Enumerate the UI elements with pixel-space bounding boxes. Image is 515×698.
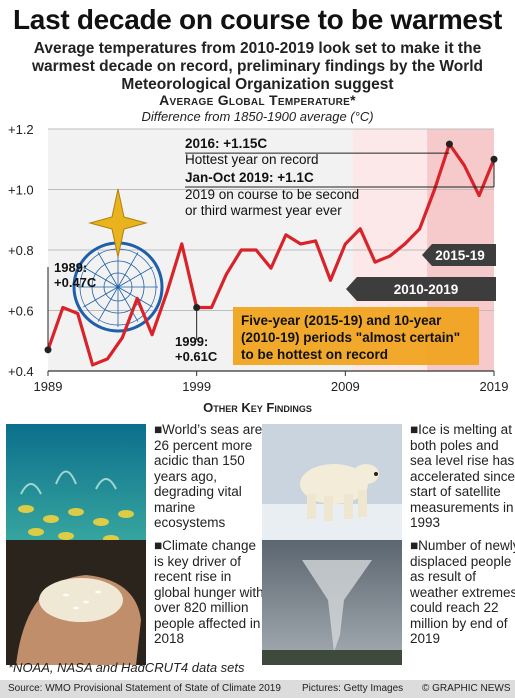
label-2010-2019-box	[346, 277, 496, 301]
page-subtitle: Average temperatures from 2010-2019 look…	[31, 40, 484, 93]
data-point	[61, 306, 65, 309]
polar-bear-image	[262, 424, 402, 549]
data-point	[225, 272, 228, 276]
finding-ice: Ice is melting at both poles and sea lev…	[262, 422, 515, 549]
picture-credit: Pictures: Getty Images	[302, 683, 404, 694]
data-point	[358, 227, 362, 231]
brand-credit: © GRAPHIC NEWS	[422, 683, 511, 694]
x-tick-label: 1989	[34, 379, 63, 394]
data-point	[106, 357, 109, 361]
annotation-1999: 1999: +0.61C	[175, 334, 218, 364]
marker-2019	[490, 155, 498, 163]
callout-box	[233, 307, 479, 365]
annotation-2019-text: 2019 on course to be second or third warm…	[185, 187, 359, 218]
data-point	[120, 336, 124, 340]
data-point	[284, 233, 288, 237]
annotation-2016-text: Hottest year on record	[185, 152, 319, 167]
footnote: *NOAA, NASA and HadCRUT4 data sets	[8, 660, 245, 675]
data-point	[314, 239, 317, 243]
label-2010-2019: 2010-2019	[394, 282, 459, 297]
temperature-chart: Average Global Temperature* Difference f…	[0, 92, 515, 414]
data-point	[180, 242, 184, 246]
marker-2016	[445, 140, 453, 148]
data-point	[269, 266, 273, 270]
data-point	[239, 248, 243, 252]
label-2015-19-box	[422, 244, 496, 266]
data-point	[477, 194, 481, 197]
finding-seas: World’s seas are 26 percent more acidic …	[6, 422, 262, 549]
data-point	[329, 278, 332, 282]
y-tick-label: +0.8	[8, 243, 34, 258]
data-point	[165, 290, 169, 294]
wmo-logo-icon	[72, 188, 164, 333]
data-point	[418, 227, 422, 231]
annotation-2019-title: Jan-Oct 2019: +1.1C	[185, 170, 314, 185]
page-title: Last decade on course to be warmest	[13, 4, 502, 35]
chart-svg: +0.4 +0.6 +0.8 +1.0 +1.2 1989 1999 2009 2019 1989…	[8, 122, 509, 394]
y-tick-label: +0.4	[8, 364, 34, 379]
data-point	[299, 242, 303, 246]
finding-seas-text: World’s seas are 26 percent more acidic …	[154, 422, 264, 531]
data-point	[343, 242, 347, 246]
x-tick-label: 2009	[331, 379, 360, 394]
data-point	[135, 297, 139, 300]
marker-1989	[44, 346, 52, 354]
y-tick-label: +0.6	[8, 304, 34, 319]
data-point	[150, 333, 154, 337]
data-point	[210, 306, 213, 309]
marker-1999	[193, 303, 201, 311]
data-point	[462, 163, 466, 167]
x-tick-label: 1999	[182, 379, 211, 394]
data-point	[433, 188, 436, 191]
annotation-2016-title: 2016: +1.15C	[185, 136, 267, 151]
chart-subtitle: Difference from 1850-1900 average (°C)	[141, 109, 374, 124]
x-tick-label: 2019	[480, 379, 509, 394]
data-point	[91, 363, 94, 367]
data-point	[373, 260, 377, 264]
finding-displaced-text: Number of newly displaced people as resu…	[410, 538, 515, 647]
data-point	[403, 242, 407, 246]
annotation-1989: 1989: +0.47C	[54, 260, 97, 290]
callout-text: Five-year (2015-19) and 10-year (2010-19)…	[241, 313, 460, 362]
y-tick-label: +1.2	[8, 122, 34, 137]
data-point	[76, 312, 80, 315]
data-point	[254, 248, 258, 252]
finding-displaced: Number of newly displaced people as resu…	[262, 538, 515, 665]
finding-hunger: Climate change is key driver of recent r…	[6, 538, 264, 665]
y-tick-label: +1.0	[8, 183, 34, 198]
label-2015-19: 2015-19	[435, 248, 485, 263]
finding-hunger-text: Climate change is key driver of recent r…	[154, 538, 264, 647]
source-bar	[0, 680, 515, 698]
data-point	[388, 254, 392, 258]
rice-hand-image	[6, 540, 146, 665]
finding-ice-text: Ice is melting at both poles and sea lev…	[410, 422, 515, 531]
chart-title: Average Global Temperature*	[159, 92, 356, 108]
source-text: Source: WMO Provisional Statement of Sta…	[8, 683, 281, 694]
fish-reef-image	[6, 424, 146, 549]
tornado-image	[262, 540, 402, 665]
findings-title: Other Key Findings	[203, 400, 312, 415]
